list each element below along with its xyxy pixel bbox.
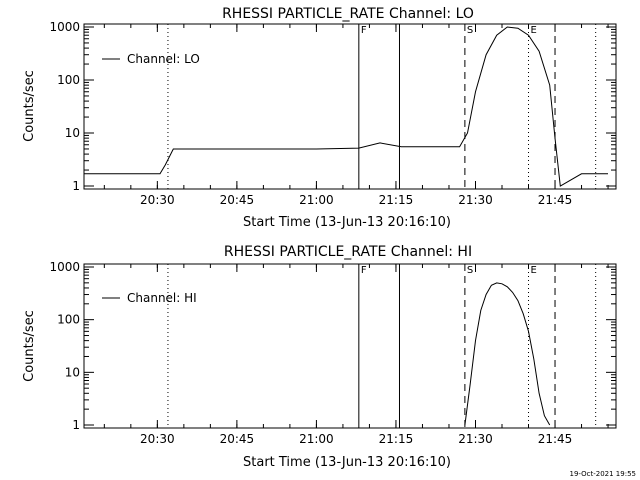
legend: Channel: HI <box>102 291 197 305</box>
time-marker-label: S <box>467 25 473 36</box>
x-tick-label: 20:45 <box>220 432 255 446</box>
y-tick-label: 10 <box>65 126 80 140</box>
x-tick-label: 21:15 <box>379 432 414 446</box>
time-marker-label: S <box>467 265 473 276</box>
x-tick-label: 21:00 <box>299 432 334 446</box>
x-tick-label: 21:00 <box>299 193 334 207</box>
legend-entry: Channel: LO <box>127 52 200 66</box>
series-line-hi <box>464 282 551 426</box>
chart-panel-hi: RHESSI PARTICLE_RATE Channel: HI F S E 20:… <box>22 244 617 470</box>
y-tick-label: 1000 <box>49 20 80 34</box>
y-tick-label: 10 <box>65 365 80 379</box>
plot-frame <box>83 263 617 429</box>
time-marker-label: F <box>361 265 367 276</box>
time-marker-label: F <box>361 25 367 36</box>
x-axis-ticks: 20:30 20:45 21:00 21:15 21:30 21:45 <box>103 264 609 446</box>
x-tick-label: 21:30 <box>458 432 493 446</box>
y-tick-label: 100 <box>57 73 80 87</box>
y-tick-label: 1 <box>72 179 80 193</box>
y-tick-label: 1 <box>72 418 80 432</box>
x-axis-label: Start Time (13-Jun-13 20:16:10) <box>243 215 451 230</box>
y-axis-label: Counts/sec <box>22 70 37 142</box>
legend-entry: Channel: HI <box>127 291 197 305</box>
y-axis-ticks: 1 10 100 1000 <box>49 260 616 432</box>
legend: Channel: LO <box>102 52 200 66</box>
y-tick-label: 1000 <box>49 260 80 274</box>
chart-title: RHESSI PARTICLE_RATE Channel: LO <box>222 6 474 22</box>
time-marker-label: E <box>531 25 537 36</box>
time-marker-label: E <box>531 265 537 276</box>
x-tick-label: 21:15 <box>379 193 414 207</box>
chart-panel-lo: RHESSI PARTICLE_RATE Channel: LO F S E 20:… <box>22 6 617 230</box>
x-tick-label: 21:45 <box>538 432 573 446</box>
footer-timestamp: 19-Oct-2021 19:55 <box>570 470 636 478</box>
y-axis-ticks: 1 10 100 1000 <box>49 20 616 193</box>
y-axis-label: Counts/sec <box>22 310 37 382</box>
y-tick-label: 100 <box>57 313 80 327</box>
plot-frame <box>83 23 617 190</box>
x-axis-ticks: 20:30 20:45 21:00 21:15 21:30 21:45 <box>103 24 609 207</box>
chart-title: RHESSI PARTICLE_RATE Channel: HI <box>224 244 472 260</box>
x-tick-label: 21:45 <box>538 193 573 207</box>
x-tick-label: 20:45 <box>220 193 255 207</box>
series-line-lo <box>84 26 608 187</box>
x-tick-label: 20:30 <box>140 193 175 207</box>
x-axis-label: Start Time (13-Jun-13 20:16:10) <box>243 455 451 470</box>
x-tick-label: 20:30 <box>140 432 175 446</box>
x-tick-label: 21:30 <box>458 193 493 207</box>
